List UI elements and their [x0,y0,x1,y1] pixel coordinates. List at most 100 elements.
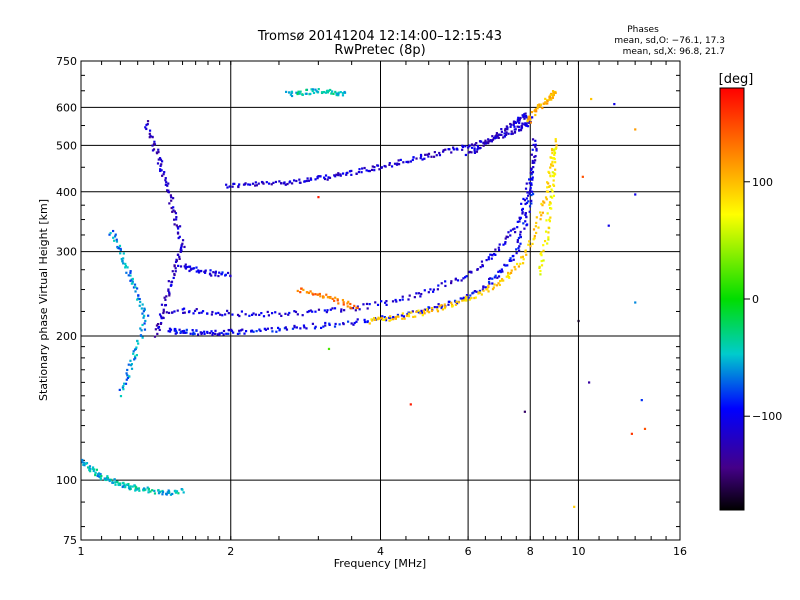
data-point [514,121,518,124]
data-point [363,320,367,324]
data-point [550,98,553,101]
data-point [395,300,398,303]
data-point [163,296,166,299]
data-point [506,128,509,131]
data-point [309,92,312,95]
data-point [401,317,404,320]
data-point [491,138,495,141]
data-point [132,350,135,353]
data-point [357,170,361,174]
data-point [410,311,413,314]
data-point [297,90,300,93]
data-point [327,347,331,351]
data-point [358,308,361,311]
data-point [376,303,380,307]
data-point [542,102,546,105]
data-point [378,168,381,171]
data-point [613,102,616,106]
data-point [517,236,521,240]
data-point [498,269,502,273]
data-point [510,259,513,262]
data-point [526,191,529,194]
data-point [228,185,231,188]
data-point [389,318,392,322]
data-point [504,237,507,240]
data-point [551,171,554,174]
data-point [115,240,119,243]
data-point [195,329,198,332]
data-point [224,313,227,316]
data-point [529,171,532,175]
data-point [634,128,637,131]
data-point [532,143,535,147]
data-point [180,244,183,247]
data-point [530,111,533,114]
data-point [180,249,183,252]
data-point [191,332,195,336]
data-point [305,291,308,294]
data-point [493,252,496,256]
data-point [146,120,150,123]
data-point [167,330,170,333]
data-point [165,295,168,298]
data-point [411,310,414,313]
data-point [218,333,221,337]
data-point [368,169,371,173]
data-point [290,94,294,98]
data-point [232,182,235,186]
data-point [350,307,353,310]
data-point [336,299,339,302]
data-point [177,264,180,267]
data-point [523,410,526,413]
data-point [423,312,426,315]
data-point [145,123,148,127]
data-point [115,238,118,241]
data-point [125,378,128,381]
data-point [124,266,127,269]
data-point [537,226,540,229]
data-point [372,317,376,320]
data-point [339,91,342,94]
data-point [401,295,404,298]
data-point [88,465,92,468]
data-point [513,265,516,269]
data-point [394,298,397,302]
data-point [488,140,491,143]
data-point [465,294,469,297]
data-point [258,313,261,317]
y-tick-label: 300 [56,246,77,259]
data-point [327,89,330,92]
data-point [397,159,400,162]
data-point [358,168,361,171]
data-point [129,359,132,362]
data-point [287,313,290,316]
data-point [526,120,529,123]
data-point [547,182,550,185]
data-point [133,358,136,361]
data-point [519,129,523,132]
data-point [241,328,244,331]
data-point [155,324,159,327]
data-point [346,305,349,308]
data-point [400,314,404,317]
data-point [423,157,426,160]
data-point [274,180,278,184]
data-point [305,327,308,330]
data-point [430,155,433,158]
data-point [522,222,525,225]
data-point [167,289,170,292]
data-point [548,201,552,204]
data-point [355,172,358,175]
data-point [113,235,117,238]
data-point [472,291,475,294]
data-point [137,487,141,490]
data-point [298,92,301,95]
data-point [212,271,215,274]
data-point [133,283,137,286]
data-point [337,172,340,175]
x-axis-ticks: 1 2 4 6 8 10 16 [78,61,687,558]
data-point [299,327,302,330]
data-point [175,218,178,221]
data-point [503,135,506,138]
